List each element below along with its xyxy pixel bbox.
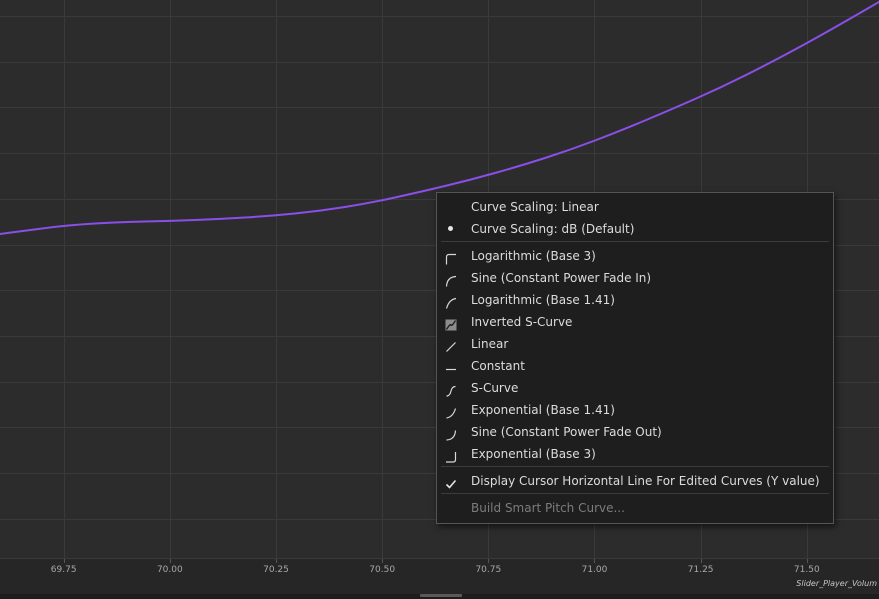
selected-dot-icon bbox=[448, 226, 453, 231]
ruler-tick-mark bbox=[64, 559, 65, 563]
menu-item-label: Display Cursor Horizontal Line For Edite… bbox=[471, 474, 820, 488]
constant-curve-icon bbox=[445, 360, 457, 372]
linear-curve-icon bbox=[445, 338, 457, 352]
menu-item-curve-scaling-linear[interactable]: Curve Scaling: Linear bbox=[437, 196, 833, 218]
horizontal-scrollbar-thumb[interactable] bbox=[420, 594, 462, 597]
exponential-base3-curve-icon bbox=[445, 448, 457, 463]
menu-item-label: Sine (Constant Power Fade Out) bbox=[471, 425, 662, 439]
ruler-tick-label: 71.50 bbox=[793, 565, 820, 575]
volume-automation-curve[interactable] bbox=[0, 1, 879, 235]
menu-item-label: S-Curve bbox=[471, 381, 519, 395]
menu-item-build-smart-pitch-curve: Build Smart Pitch Curve... bbox=[437, 497, 833, 519]
track-name-label: Slider_Player_Volum bbox=[796, 579, 877, 588]
menu-separator bbox=[441, 241, 829, 242]
inverted-s-curve-icon bbox=[445, 316, 457, 331]
menu-item-s-curve[interactable]: S-Curve bbox=[437, 377, 833, 399]
menu-item-label: Inverted S-Curve bbox=[471, 315, 573, 329]
ruler-tick-mark bbox=[701, 559, 702, 563]
menu-item-curve-scaling-db-default[interactable]: Curve Scaling: dB (Default) bbox=[437, 218, 833, 240]
ruler-tick-mark bbox=[488, 559, 489, 563]
ruler-tick-mark bbox=[170, 559, 171, 563]
menu-item-label: Logarithmic (Base 1.41) bbox=[471, 293, 615, 307]
ruler-tick-label: 70.25 bbox=[263, 565, 289, 575]
ruler-tick-label: 71.25 bbox=[687, 565, 714, 575]
ruler-tick-label: 70.00 bbox=[156, 565, 183, 575]
ruler-tick-label: 70.75 bbox=[475, 565, 502, 575]
sine-fade-in-curve-icon bbox=[445, 272, 457, 287]
menu-item-label: Exponential (Base 3) bbox=[471, 447, 596, 461]
ruler-tick-mark bbox=[807, 559, 808, 563]
ruler-tick-mark bbox=[382, 559, 383, 563]
ruler-tick-mark bbox=[276, 559, 277, 563]
menu-item-logarithmic-base-3[interactable]: Logarithmic (Base 3) bbox=[437, 245, 833, 267]
menu-item-logarithmic-base-1-41[interactable]: Logarithmic (Base 1.41) bbox=[437, 289, 833, 311]
ruler-tick-label: 69.75 bbox=[50, 565, 77, 575]
checkmark-icon bbox=[445, 475, 457, 489]
menu-item-sine-constant-power-fade-out[interactable]: Sine (Constant Power Fade Out) bbox=[437, 421, 833, 443]
menu-item-label: Sine (Constant Power Fade In) bbox=[471, 271, 652, 285]
ruler-tick-label: 71.00 bbox=[581, 565, 608, 575]
logarithmic-base141-curve-icon bbox=[445, 294, 457, 309]
ruler-tick-label: 70.50 bbox=[369, 565, 396, 575]
sine-fade-out-curve-icon bbox=[445, 426, 457, 441]
exponential-base141-curve-icon bbox=[445, 404, 457, 419]
ruler-tick-mark bbox=[594, 559, 595, 563]
s-curve-icon bbox=[445, 382, 457, 397]
menu-item-inverted-s-curve[interactable]: Inverted S-Curve bbox=[437, 311, 833, 333]
menu-item-label: Logarithmic (Base 3) bbox=[471, 249, 596, 263]
menu-item-sine-constant-power-fade-in[interactable]: Sine (Constant Power Fade In) bbox=[437, 267, 833, 289]
menu-item-display-cursor-horizontal-line-for-edited-curves-y-value[interactable]: Display Cursor Horizontal Line For Edite… bbox=[437, 470, 833, 492]
menu-item-label: Curve Scaling: dB (Default) bbox=[471, 222, 635, 236]
menu-item-label: Exponential (Base 1.41) bbox=[471, 403, 615, 417]
menu-item-linear[interactable]: Linear bbox=[437, 333, 833, 355]
menu-item-label: Build Smart Pitch Curve... bbox=[471, 501, 625, 515]
menu-item-constant[interactable]: Constant bbox=[437, 355, 833, 377]
menu-item-exponential-base-3[interactable]: Exponential (Base 3) bbox=[437, 443, 833, 465]
menu-item-exponential-base-1-41[interactable]: Exponential (Base 1.41) bbox=[437, 399, 833, 421]
menu-separator bbox=[441, 466, 829, 467]
menu-item-label: Linear bbox=[471, 337, 509, 351]
timeline-ruler[interactable]: 69.75 70.00 70.25 70.50 70.75 71.00 71.25 71.50… bbox=[0, 558, 879, 595]
menu-item-label: Constant bbox=[471, 359, 525, 373]
logarithmic-base3-curve-icon bbox=[445, 250, 457, 265]
menu-separator bbox=[441, 493, 829, 494]
menu-item-label: Curve Scaling: Linear bbox=[471, 200, 599, 214]
curve-context-menu: Curve Scaling: Linear Curve Scaling: dB (… bbox=[436, 192, 834, 524]
